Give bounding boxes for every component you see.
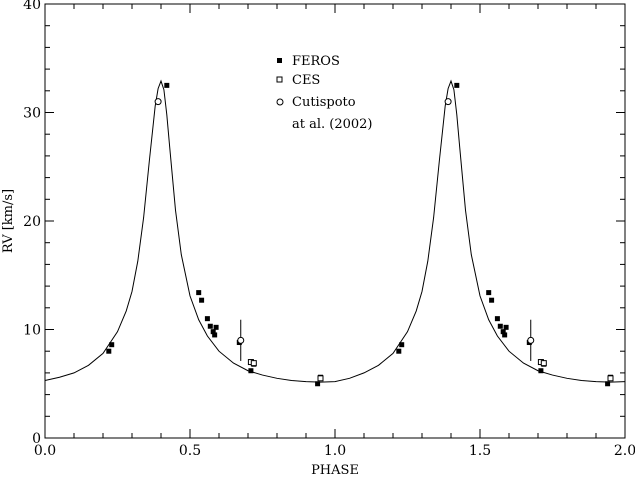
feros-point (497, 323, 503, 329)
feros-point (503, 324, 509, 330)
feros-point (199, 297, 205, 303)
cutispoto-point (444, 98, 452, 106)
x-tick-label: 0.5 (179, 443, 201, 459)
feros-point (315, 381, 321, 387)
legend-marker-cutispoto (276, 98, 284, 106)
y-tick-label: 20 (23, 214, 41, 230)
x-tick-label: 0.0 (34, 443, 56, 459)
legend-label-cutispoto: Cutispoto (292, 95, 356, 110)
legend-marker-feros (277, 58, 282, 63)
y-tick-label: 0 (32, 431, 41, 447)
ces-point (607, 375, 614, 382)
y-axis-label: RV [km/s] (1, 189, 16, 253)
feros-point (494, 316, 500, 322)
feros-point (164, 82, 170, 88)
feros-point (109, 342, 115, 348)
model-curve (44, 79, 626, 383)
feros-point (399, 342, 405, 348)
cutispoto-point (154, 98, 162, 106)
feros-point (605, 381, 611, 387)
y-tick-label: 10 (23, 323, 41, 339)
feros-point (454, 82, 460, 88)
axis-ticks (44, 3, 626, 439)
data-points (106, 82, 614, 387)
cutispoto-point (237, 336, 245, 344)
y-tick-label: 30 (23, 106, 41, 122)
ces-point (317, 375, 324, 382)
feros-point (538, 368, 544, 374)
axis-tick-labels: 0.0 0.5 1.0 1.5 2.0 0 10 20 30 40 (23, 0, 635, 459)
feros-point (500, 329, 506, 335)
plot-frame (44, 3, 626, 439)
feros-point (502, 332, 508, 338)
feros-point (486, 290, 492, 296)
feros-point (196, 290, 202, 296)
cutispoto-point (527, 336, 535, 344)
legend-label-ces: CES (292, 73, 320, 88)
legend-label-feros: FEROS (292, 54, 340, 69)
legend: FEROS CES Cutispoto at al. (2002) (276, 54, 373, 132)
x-tick-label: 2.0 (614, 443, 635, 459)
x-axis-label: PHASE (311, 463, 359, 478)
x-tick-label: 1.5 (469, 443, 491, 459)
feros-point (212, 332, 218, 338)
feros-point (207, 323, 213, 329)
y-tick-label: 40 (23, 0, 41, 13)
ces-point (250, 360, 257, 367)
feros-point (248, 368, 254, 374)
legend-label-cutispoto-ref: at al. (2002) (292, 117, 373, 132)
ces-point (540, 360, 547, 367)
legend-marker-ces (276, 76, 283, 83)
feros-point (204, 316, 210, 322)
feros-point (106, 348, 112, 354)
feros-point (213, 324, 219, 330)
feros-point (396, 348, 402, 354)
x-tick-label: 1.0 (324, 443, 346, 459)
feros-point (210, 329, 216, 335)
feros-point (489, 297, 495, 303)
